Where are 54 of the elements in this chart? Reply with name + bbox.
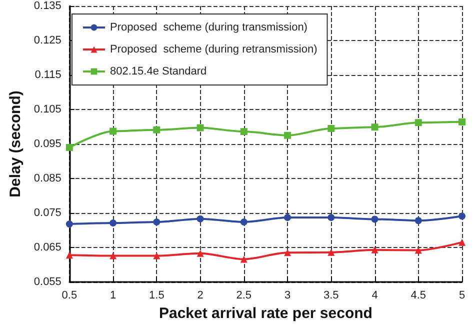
- y-axis-title: Delay (second): [7, 90, 24, 198]
- point: [240, 218, 248, 226]
- point: [196, 250, 204, 257]
- point: [153, 252, 160, 260]
- point: [240, 128, 248, 136]
- y-tick-label: 0.095: [34, 138, 62, 150]
- y-tick-label: 0.105: [34, 104, 62, 116]
- point: [110, 252, 117, 260]
- point: [110, 220, 117, 227]
- point: [240, 256, 248, 263]
- point: [66, 252, 73, 259]
- x-tick-label: 0.5: [62, 290, 78, 302]
- point: [110, 128, 117, 135]
- x-tick-label: 2.5: [236, 290, 252, 302]
- x-tick-label: 4.5: [410, 290, 426, 302]
- point: [66, 144, 73, 151]
- point: [458, 118, 466, 126]
- legend-label: Proposed scheme (during retransmission): [110, 44, 318, 56]
- x-tick-label: 1: [110, 290, 116, 302]
- point: [196, 215, 204, 222]
- y-tick-label: 0.135: [34, 0, 62, 12]
- point: [328, 248, 335, 256]
- y-tick-label: 0.075: [34, 207, 62, 219]
- point: [284, 214, 292, 221]
- y-tick-label: 0.125: [34, 34, 62, 46]
- y-tick-label: 0.115: [34, 69, 62, 81]
- x-tick-label: 3.5: [323, 290, 339, 302]
- y-tick-label: 0.085: [34, 172, 62, 184]
- x-tick-label: 2: [197, 290, 204, 302]
- point: [458, 212, 466, 220]
- point: [371, 246, 378, 254]
- x-tick-label: 3: [284, 290, 291, 302]
- point: [196, 124, 204, 132]
- legend-label: Proposed scheme (during transmission): [110, 22, 308, 34]
- point: [414, 246, 422, 254]
- point: [414, 119, 422, 126]
- point: [284, 249, 292, 256]
- point: [284, 132, 292, 139]
- point: [153, 218, 160, 226]
- point: [66, 220, 73, 228]
- point: [328, 124, 335, 132]
- point: [458, 238, 466, 246]
- y-tick-label: 0.055: [34, 276, 62, 288]
- legend-label: 802.15.4e Standard: [110, 66, 207, 78]
- point: [328, 214, 335, 221]
- x-tick-label: 4: [372, 290, 378, 302]
- point: [371, 124, 378, 131]
- point: [153, 126, 160, 134]
- x-axis-title: Packet arrival rate per second: [158, 305, 372, 322]
- point: [371, 216, 378, 223]
- x-tick-label: 5: [458, 290, 466, 302]
- point: [414, 217, 422, 224]
- x-tick-label: 1.5: [149, 290, 164, 302]
- y-tick-label: 0.065: [34, 242, 62, 254]
